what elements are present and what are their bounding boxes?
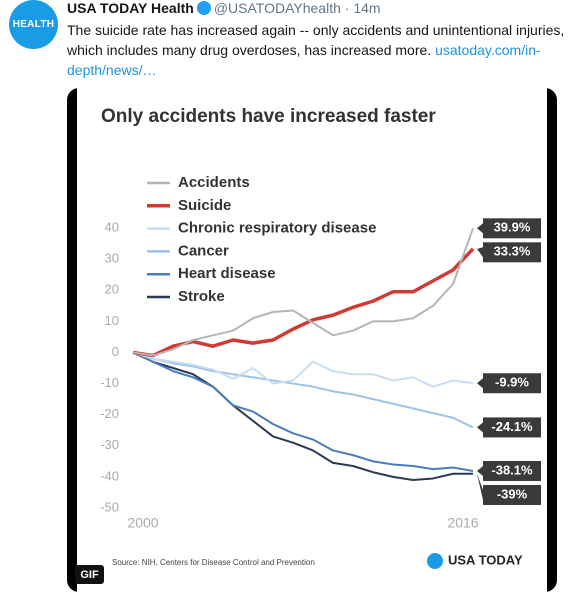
value-label: -39% [497,486,528,501]
series-line [132,351,474,429]
value-label-pointer [477,465,483,476]
value-label-pointer [477,223,483,234]
chart-title: Only accidents have increased faster [101,106,436,127]
y-tick-label: -20 [100,406,119,421]
legend-label: Chronic respiratory disease [178,220,376,237]
y-tick-label: -40 [100,468,119,483]
value-label: 39.9% [494,220,531,235]
value-label-box [483,373,541,394]
gif-label: GIF [80,569,99,581]
value-label-box [483,242,541,263]
legend-label: Cancer [178,242,229,259]
chart-background [77,88,547,592]
value-label-pointer [477,378,483,389]
y-tick-label: -10 [100,375,119,390]
value-label-pointer [477,247,483,258]
value-label: -38.1% [491,462,533,477]
value-label-pointer [477,473,483,500]
user-handle[interactable]: @USATODAYhealth [213,0,341,16]
series-line [132,351,474,388]
tweet-body: The suicide rate has increased again -- … [67,22,565,58]
y-tick-label: 30 [105,251,119,266]
y-tick-label: 40 [105,219,119,234]
logo-dot [427,553,443,569]
y-tick-label: -30 [100,437,119,452]
legend-label: Heart disease [178,265,276,282]
tweet-text: The suicide rate has increased again -- … [67,20,567,80]
y-tick-label: 0 [112,344,119,359]
legend-label: Suicide [178,197,231,214]
tweet-time[interactable]: 14m [353,0,381,16]
x-tick-label: 2000 [127,515,158,531]
x-tick-label: 2016 [447,515,478,531]
value-label: 33.3% [494,244,531,259]
tweet-link[interactable]: usatoday.com/in-depth/news/… [67,42,541,78]
value-label: -9.9% [495,375,529,390]
gif-badge [75,565,104,584]
logo: USA TODAY [448,552,523,567]
value-label-box [483,417,541,438]
value-label: -24.1% [491,419,533,434]
legend-label: Accidents [178,174,250,191]
value-label-pointer [477,422,483,433]
value-label-box [483,484,541,505]
source: Source: NIH, Centers for Disease Control… [112,558,315,567]
y-tick-label: 10 [105,313,119,328]
user-name[interactable]: USA TODAY Health [67,0,194,16]
legend-label: Stroke [178,288,225,305]
y-tick-label: 20 [105,282,119,297]
value-label-box [483,218,541,239]
series-line [132,351,474,472]
series-line [132,227,474,357]
value-label-box [483,460,541,481]
series-line [132,351,473,481]
avatar[interactable]: HEALTH [9,0,58,49]
verified-badge [196,1,211,15]
y-tick-label: -50 [100,499,119,514]
tweet-header: USA TODAY Health @USATODAYhealth · 14m [67,0,381,16]
